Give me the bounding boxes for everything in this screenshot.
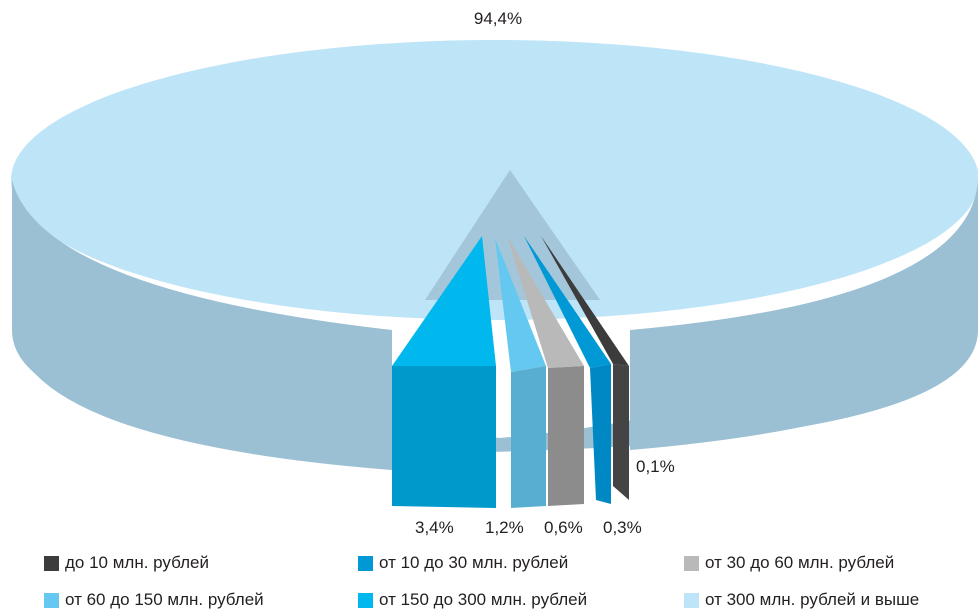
slice-to-10-top [541,236,629,366]
legend-swatch [358,555,373,571]
slice-150-300-top [392,236,496,366]
slice-150-300-side [392,366,496,508]
legend-swatch [684,592,699,608]
slice-to-10-side [613,364,629,500]
pie-chart: 94,4% 0,1% 3,4% 1,2% 0,6% 0,3% [11,9,978,537]
data-label-60-150: 1,2% [485,518,524,537]
slice-10-30-side [590,364,611,504]
slice-300-plus-side-front [12,180,392,470]
slice-to-10 [541,236,629,500]
legend-label: от 10 до 30 млн. рублей [379,553,569,572]
legend-item-150-300: от 150 до 300 млн. рублей [358,590,587,610]
slice-60-150-side [511,366,546,508]
slice-150-300 [392,236,496,508]
data-label-10-30: 0,3% [603,518,642,537]
legend-swatch [684,555,699,571]
legend: до 10 млн. рублей от 10 до 30 млн. рубле… [0,545,978,614]
legend-label: от 30 до 60 млн. рублей [705,553,895,572]
data-label-300-plus: 94,4% [474,9,522,28]
legend-item-30-60: от 30 до 60 млн. рублей [684,553,894,573]
slice-300-plus-side-right [630,180,978,450]
slice-10-30-top [524,236,611,368]
legend-swatch [358,592,373,608]
slice-300-plus-top [11,40,978,320]
legend-label: от 300 млн. рублей и выше [705,590,920,609]
legend-swatch [44,555,59,571]
slice-10-30 [524,236,611,504]
legend-label: от 60 до 150 млн. рублей [65,590,264,609]
slice-60-150 [495,238,546,508]
legend-label: от 150 до 300 млн. рублей [379,590,588,609]
legend-item-to-10: до 10 млн. рублей [44,553,209,573]
data-label-30-60: 0,6% [544,518,583,537]
slice-30-60-side [548,366,584,506]
data-label-150-300: 3,4% [415,518,454,537]
slice-30-60 [507,236,584,506]
slice-30-60-top [507,236,584,368]
legend-swatch [44,592,59,608]
legend-item-60-150: от 60 до 150 млн. рублей [44,590,264,610]
legend-item-300-plus: от 300 млн. рублей и выше [684,590,919,610]
slice-60-150-top [495,238,546,372]
legend-item-10-30: от 10 до 30 млн. рублей [358,553,568,573]
data-label-to-10: 0,1% [636,457,675,476]
legend-label: до 10 млн. рублей [65,553,209,572]
